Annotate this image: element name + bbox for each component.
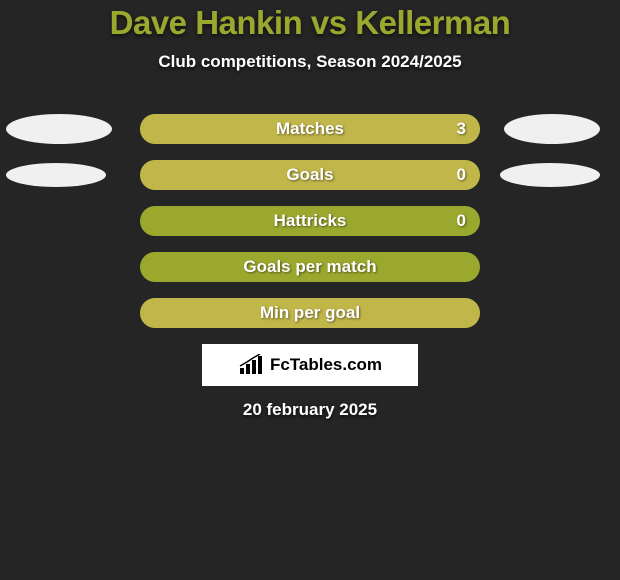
- stat-label: Goals: [140, 165, 480, 185]
- stat-bar: Matches3: [140, 114, 480, 144]
- stat-row: Goals per match: [0, 252, 620, 282]
- left-ellipse: [6, 163, 106, 187]
- stat-label: Goals per match: [140, 257, 480, 277]
- date-line: 20 february 2025: [0, 400, 620, 420]
- stat-bar: Min per goal: [140, 298, 480, 328]
- stat-bar: Hattricks0: [140, 206, 480, 236]
- stats-area: Matches3Goals0Hattricks0Goals per matchM…: [0, 114, 620, 328]
- subtitle: Club competitions, Season 2024/2025: [0, 52, 620, 72]
- stat-value-right: 0: [457, 211, 466, 231]
- logo-box: FcTables.com: [202, 344, 418, 386]
- stat-label: Min per goal: [140, 303, 480, 323]
- page-title: Dave Hankin vs Kellerman: [0, 0, 620, 42]
- stat-label: Matches: [140, 119, 480, 139]
- stat-row: Goals0: [0, 160, 620, 190]
- chart-icon: [238, 354, 266, 376]
- stat-row: Matches3: [0, 114, 620, 144]
- stat-bar: Goals0: [140, 160, 480, 190]
- stat-bar: Goals per match: [140, 252, 480, 282]
- left-ellipse: [6, 114, 112, 144]
- stat-row: Min per goal: [0, 298, 620, 328]
- stat-label: Hattricks: [140, 211, 480, 231]
- logo-text: FcTables.com: [270, 355, 382, 375]
- right-ellipse: [500, 163, 600, 187]
- stat-row: Hattricks0: [0, 206, 620, 236]
- stat-value-right: 3: [457, 119, 466, 139]
- stat-value-right: 0: [457, 165, 466, 185]
- right-ellipse: [504, 114, 600, 144]
